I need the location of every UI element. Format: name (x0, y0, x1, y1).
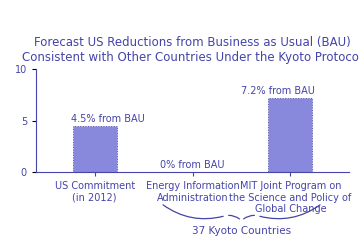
Title: Forecast US Reductions from Business as Usual (BAU)
Consistent with Other Countr: Forecast US Reductions from Business as … (22, 35, 360, 63)
Text: 0% from BAU: 0% from BAU (160, 160, 225, 170)
Text: 7.2% from BAU: 7.2% from BAU (240, 86, 314, 96)
Text: 37 Kyoto Countries: 37 Kyoto Countries (192, 226, 291, 236)
Text: 4.5% from BAU: 4.5% from BAU (71, 114, 144, 124)
Bar (269, 98, 312, 172)
Bar (73, 126, 117, 172)
